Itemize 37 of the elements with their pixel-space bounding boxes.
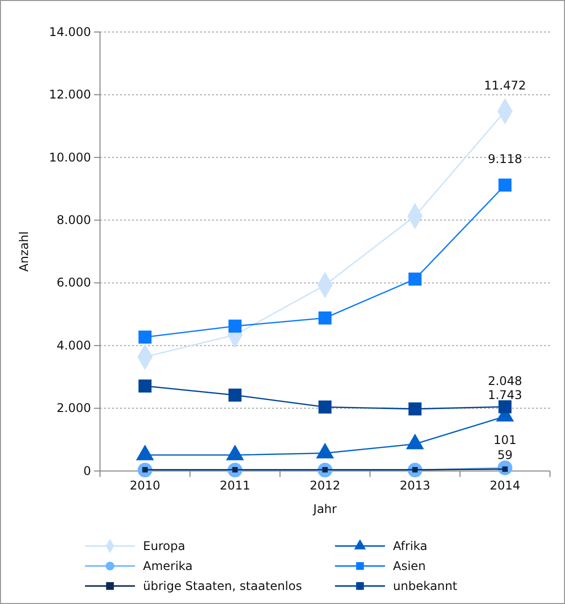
point: [318, 311, 332, 324]
data-label: 101: [494, 432, 516, 447]
legend-label: unbekannt: [393, 579, 458, 593]
x-tick-label: 2011: [220, 478, 250, 493]
y-tick-label: 10.000: [49, 150, 91, 164]
x-axis-title: Jahr: [312, 502, 337, 516]
legend-label: Europa: [143, 539, 186, 553]
point: [408, 272, 422, 286]
legend-label: Amerika: [143, 559, 193, 573]
data-label: 59: [497, 448, 513, 462]
x-tick-label: 2010: [130, 478, 160, 493]
point: [138, 330, 152, 344]
legend-label: Afrika: [393, 539, 428, 553]
point: [498, 400, 512, 414]
x-tick-label: 2012: [310, 478, 340, 493]
y-tick-label: 8.000: [56, 212, 91, 227]
legend-label: Asien: [393, 559, 426, 573]
point: [228, 320, 242, 333]
point: [498, 178, 512, 192]
point: [138, 380, 152, 393]
y-tick-label: 14.000: [49, 24, 91, 39]
y-tick-label: 4.000: [56, 338, 91, 352]
y-axis-title: Anzahl: [17, 231, 31, 272]
data-label: 1.743: [488, 388, 522, 402]
y-tick-label: 6.000: [56, 276, 91, 290]
y-tick-label: 12.000: [49, 88, 91, 102]
x-tick-label: 2014: [490, 478, 520, 493]
data-label: 11.472: [484, 78, 526, 92]
point: [408, 402, 422, 416]
point: [318, 400, 332, 414]
point: [228, 388, 242, 402]
data-label: 2.048: [488, 374, 522, 388]
data-label: 9.118: [488, 152, 522, 166]
legend-label: übrige Staaten, staatenlos: [143, 579, 302, 593]
y-tick-label: 2.000: [56, 401, 91, 416]
y-tick-label: 0: [83, 464, 91, 478]
x-tick-label: 2013: [400, 478, 430, 493]
